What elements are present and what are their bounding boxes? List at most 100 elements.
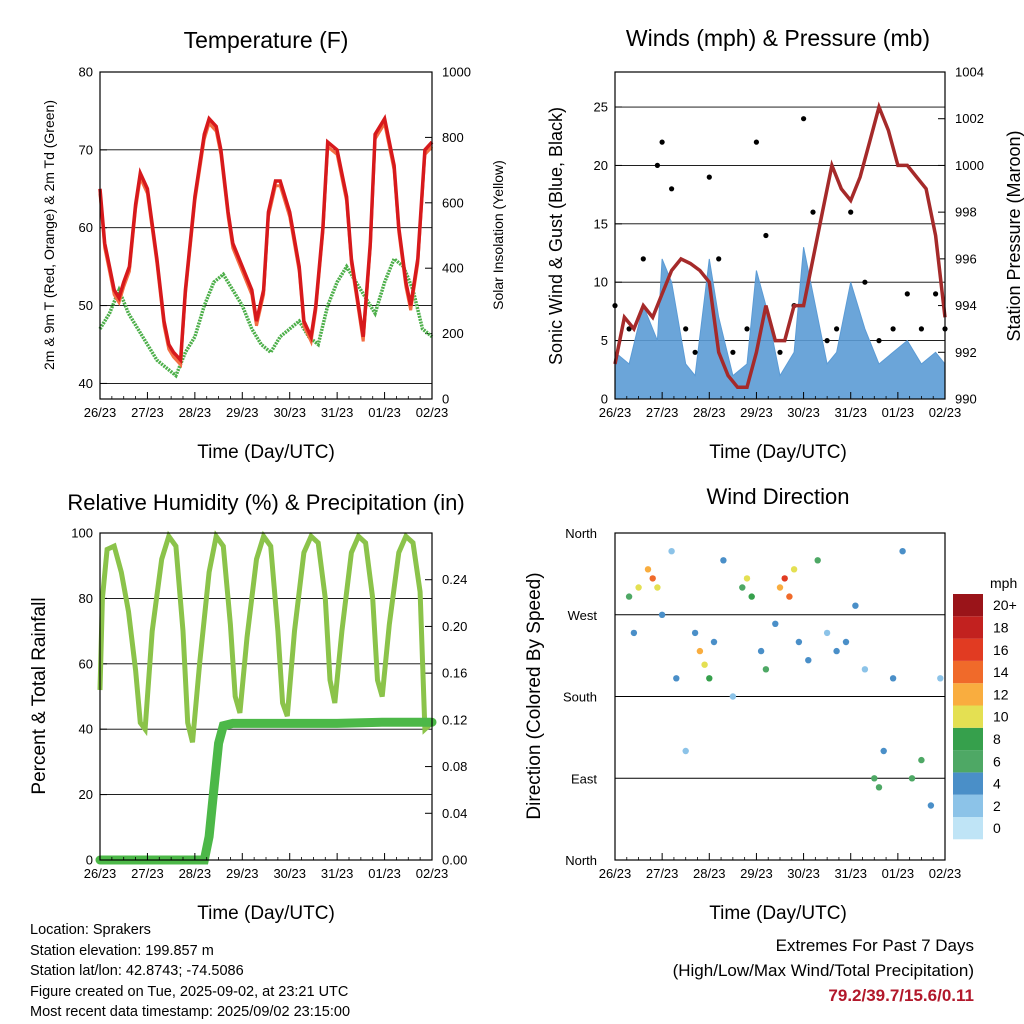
legend-swatch [953,750,983,773]
direction-point [739,584,746,591]
legend-label: 8 [993,731,1001,747]
wind-ytick-label: 15 [594,216,608,231]
direction-point [635,584,642,591]
humidity-plot: 0 20 40 60 80 100 0.00 0.04 0.08 0.12 0.16 0.20 0.24… [71,526,467,882]
rain-y2tick-label: 0.20 [442,619,467,634]
direction-point [649,575,656,582]
direction-point [823,629,831,637]
legend-label: 4 [993,776,1001,792]
dir-xtick-label: 26/23 [599,866,632,881]
direction-point [644,566,652,573]
rh-ytick-label: 80 [79,591,93,606]
direction-point [937,675,944,682]
solar-y2tick-label: 200 [442,326,464,341]
temp-ytick-label: 80 [79,65,93,80]
direction-point [833,647,840,655]
rh-xtick-label: 01/23 [368,866,401,881]
gust-point [918,326,925,332]
humidity-title: Relative Humidity (%) & Precipitation (i… [67,490,464,515]
wind-direction-xlabel: Time (Day/UTC) [709,903,847,924]
wind-ytick-label: 25 [594,100,608,115]
direction-point [706,675,713,682]
dir-xtick-label: 02/23 [929,866,962,881]
direction-point [927,802,935,809]
temp-xtick-label: 02/23 [416,405,449,420]
humidity-panel: Relative Humidity (%) & Precipitation (i… [29,490,467,924]
rh-ytick-label: 0 [86,853,93,868]
gust-point [876,338,882,344]
legend-swatch [953,660,983,684]
legend-label: 20+ [993,597,1017,613]
temp-ytick-label: 50 [79,298,93,313]
pressure-y2tick-label: 996 [955,251,977,266]
direction-point [743,575,751,582]
gust-point [834,326,840,332]
legend-swatch [953,616,983,639]
pressure-y2tick-label: 990 [955,392,977,407]
direction-point [908,775,916,782]
winds-panel: Winds (mph) & Pressure (mb) Time (Day/UT… [546,25,1024,463]
temperature-panel: Temperature (F) Time (Day/UTC) 2m & 9m T… [41,27,506,463]
rh-ytick-label: 60 [79,656,93,671]
wind-xtick-label: 01/23 [882,405,915,420]
gust-point [692,349,698,355]
direction-point [918,756,925,764]
direction-point [795,638,803,646]
wind-xtick-label: 29/23 [740,405,773,420]
temp-ytick-label: 40 [79,376,93,391]
gust-point [848,209,854,215]
legend-label: 18 [993,619,1009,635]
direction-point [668,548,675,555]
gust-point [904,291,910,297]
legend-swatch [953,772,983,795]
wind-ytick-label: 5 [601,333,608,348]
winds-y2label: Station Pressure (Maroon) [1004,130,1024,341]
info-created: Figure created on Tue, 2025-09-02, at 23… [30,983,349,1000]
legend-title: mph [990,575,1017,591]
info-location: Location: Sprakers [30,922,151,938]
humidity-ylabel: Percent & Total Rainfall [29,597,50,794]
gust-point [862,279,868,285]
temp-xtick-label: 01/23 [368,405,401,420]
direction-point [852,602,859,609]
pressure-y2tick-label: 994 [955,298,977,313]
direction-point [710,638,718,646]
rh-line [97,530,434,743]
direction-point [729,693,737,700]
direction-point [814,557,821,564]
info-latlon: Station lat/lon: 42.8743; -74.5086 [30,963,244,979]
direction-point [748,593,755,600]
legend-swatch [953,683,983,706]
gust-point [824,338,830,344]
dir-xtick-label: 30/23 [787,866,820,881]
dir-xtick-label: 29/23 [740,866,773,881]
rh-xtick-label: 30/23 [273,866,306,881]
legend-swatch [953,594,983,617]
rain-y2tick-label: 0.04 [442,806,467,821]
direction-point [786,593,793,600]
temperature-title: Temperature (F) [184,27,349,53]
gust-point [706,174,712,180]
solar-y2tick-label: 1000 [442,65,471,80]
legend-swatch [953,705,983,728]
station-info: Location: Sprakers Station elevation: 19… [30,920,350,1023]
direction-point [762,666,770,673]
direction-point [889,675,897,682]
direction-point [696,647,704,655]
dir-ytick-label: East [571,771,597,786]
gust-point [730,349,736,355]
winds-xlabel: Time (Day/UTC) [709,442,847,463]
gust-point [890,326,896,332]
wind-xtick-label: 30/23 [787,405,820,420]
pressure-line [613,101,947,390]
direction-point [691,629,699,637]
pressure-y2tick-label: 1000 [955,158,984,173]
gust-point [744,326,750,332]
wind-ytick-label: 10 [594,275,608,290]
wind-direction-title: Wind Direction [706,484,849,509]
wind-xtick-label: 28/23 [693,405,726,420]
rh-ytick-label: 100 [71,526,93,541]
extremes-values: 79.2/39.7/15.6/0.11 [828,986,974,1005]
direction-point [781,575,788,582]
extremes-box: Extremes For Past 7 Days (High/Low/Max W… [673,933,974,1008]
